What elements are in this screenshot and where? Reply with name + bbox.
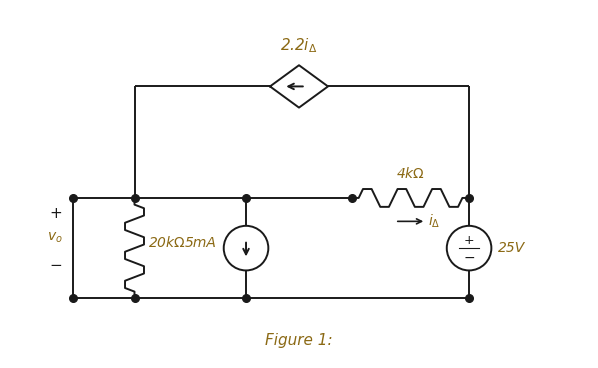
Text: 5mA: 5mA: [185, 236, 217, 250]
Text: Figure 1:: Figure 1:: [265, 333, 333, 348]
Text: $+$: $+$: [49, 206, 62, 221]
Text: $v_o$: $v_o$: [47, 231, 63, 245]
Text: $i_\Delta$: $i_\Delta$: [428, 213, 441, 230]
Text: $+$: $+$: [463, 234, 475, 247]
Text: 2.2$i_\Delta$: 2.2$i_\Delta$: [280, 36, 318, 55]
Text: 25V: 25V: [498, 241, 525, 255]
Text: 20k$\Omega$: 20k$\Omega$: [148, 235, 186, 250]
Text: $-$: $-$: [463, 250, 475, 263]
Text: $-$: $-$: [49, 256, 62, 271]
Text: 4k$\Omega$: 4k$\Omega$: [396, 166, 425, 181]
